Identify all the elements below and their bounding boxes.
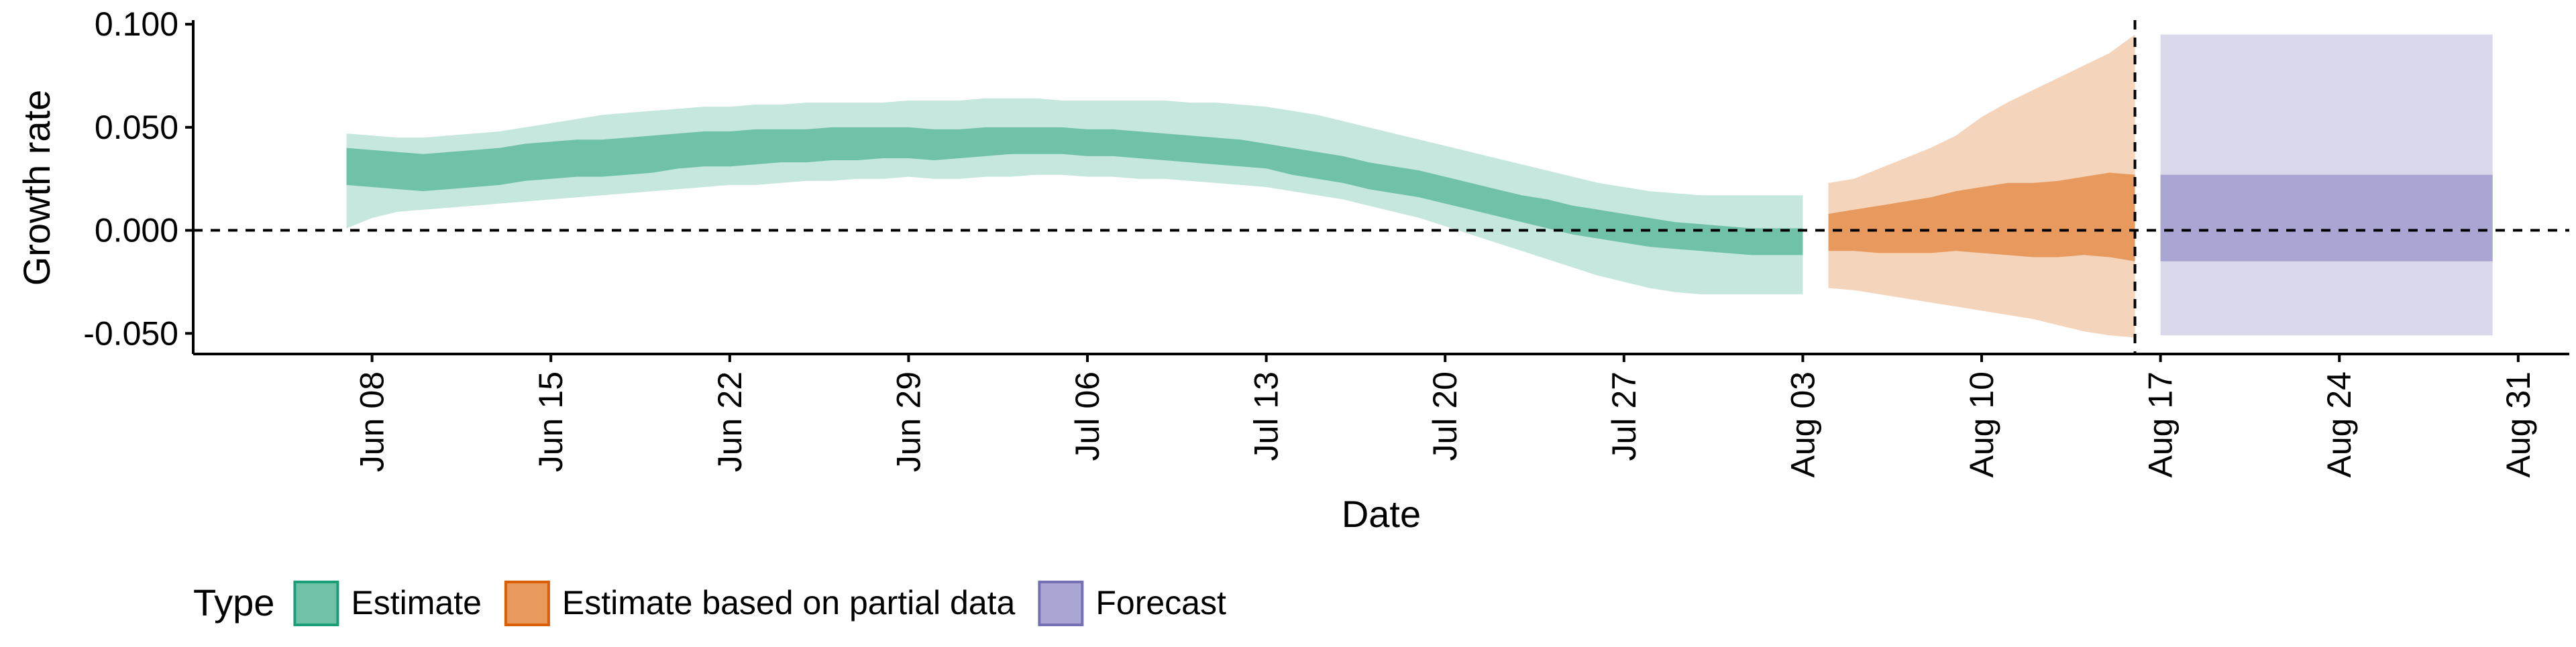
x-ticks: Jun 08 Jun 15 Jun 22 Jun 29 Jul 06 Jul 13 Jul … bbox=[354, 354, 2537, 477]
legend-key-swatch bbox=[293, 581, 339, 626]
axes bbox=[192, 20, 2569, 355]
x-axis-title: Date bbox=[1342, 493, 1421, 535]
band-90-estimate bbox=[346, 98, 1803, 294]
x-tick-label: Aug 17 bbox=[2142, 371, 2180, 477]
x-tick-label: Jun 15 bbox=[532, 371, 570, 472]
x-tick-label: Aug 24 bbox=[2320, 371, 2358, 477]
y-axis-title: Growth rate bbox=[15, 90, 58, 286]
x-tick-label: Jun 29 bbox=[890, 371, 927, 472]
x-tick-label: Aug 10 bbox=[1963, 371, 2000, 477]
x-tick-label: Jul 27 bbox=[1605, 371, 1643, 461]
y-tick-label: 0.100 bbox=[95, 5, 178, 43]
band-50-forecast bbox=[2160, 174, 2493, 261]
x-tick-label: Jul 13 bbox=[1248, 371, 1285, 461]
band-50-estimate bbox=[346, 127, 1803, 255]
y-ticks: -0.050 0.000 0.050 0.100 bbox=[83, 5, 193, 352]
y-tick-label: 0.000 bbox=[95, 212, 178, 249]
x-tick-label: Jul 06 bbox=[1069, 371, 1106, 461]
x-tick-label: Jun 22 bbox=[711, 371, 749, 472]
x-tick-label: Aug 03 bbox=[1784, 371, 1821, 477]
x-tick-label: Jul 20 bbox=[1426, 371, 1464, 461]
legend-entry-label: Forecast bbox=[1095, 584, 1226, 622]
x-tick-label: Jun 08 bbox=[354, 371, 391, 472]
x-tick-label: Aug 31 bbox=[2500, 371, 2537, 477]
y-tick-label: -0.050 bbox=[83, 314, 178, 352]
legend: Type Estimate Estimate based on partial d… bbox=[193, 581, 1226, 626]
bands-layer bbox=[346, 34, 2493, 338]
legend-title: Type bbox=[193, 581, 274, 624]
legend-key-swatch bbox=[1038, 581, 1084, 626]
y-tick-label: 0.050 bbox=[95, 109, 178, 146]
band-90-estimate-based-on-partial-data bbox=[1828, 34, 2135, 338]
legend-key-swatch bbox=[504, 581, 550, 626]
legend-entry-label: Estimate based on partial data bbox=[562, 584, 1016, 622]
reference-lines bbox=[193, 20, 2569, 354]
band-50-estimate-based-on-partial-data bbox=[1828, 172, 2135, 261]
legend-entry-label: Estimate bbox=[351, 584, 482, 622]
